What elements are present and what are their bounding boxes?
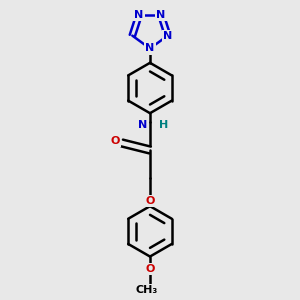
Text: O: O: [145, 264, 155, 274]
Text: N: N: [138, 120, 147, 130]
Text: N: N: [163, 31, 172, 40]
Text: CH₃: CH₃: [136, 285, 158, 295]
Text: N: N: [146, 44, 154, 53]
Text: N: N: [134, 10, 144, 20]
Text: O: O: [145, 196, 155, 206]
Text: O: O: [110, 136, 120, 146]
Text: H: H: [158, 120, 168, 130]
Text: N: N: [156, 10, 166, 20]
